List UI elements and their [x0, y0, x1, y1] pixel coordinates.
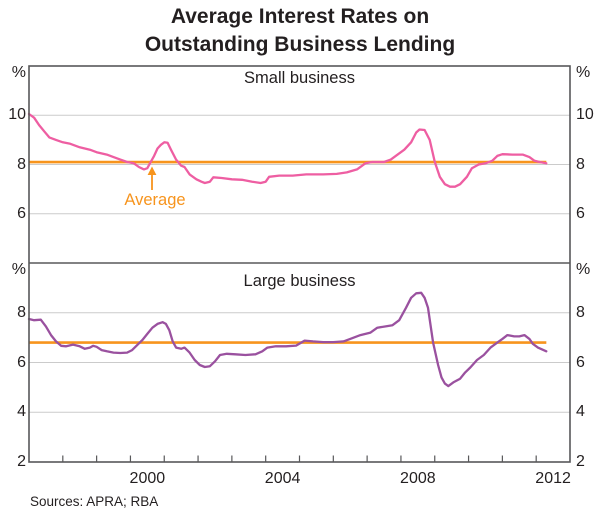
chart-title: Average Interest Rates on Outstanding Bu… [0, 3, 600, 59]
average-arrow-head [147, 166, 157, 175]
y-axis-unit-left: % [11, 64, 26, 81]
y-axis-label-left: 8 [17, 155, 26, 173]
large-business-line [27, 291, 548, 388]
y-axis-label-right: 6 [576, 204, 585, 222]
x-axis-label: 2004 [264, 470, 301, 487]
y-axis-unit-right: % [576, 261, 591, 278]
chart-title-line-2: Outstanding Business Lending [144, 33, 456, 56]
small-business-line [27, 112, 548, 188]
average-annotation-label: Average [124, 191, 186, 209]
y-axis-label-right: 8 [576, 303, 585, 321]
panel-title-small-business: Small business [244, 69, 355, 87]
y-axis-label-left: 4 [17, 403, 26, 421]
y-axis-label-left: 2 [17, 453, 26, 470]
panel-title-large-business: Large business [243, 272, 356, 290]
chart-title-line-1: Average Interest Rates on [170, 5, 430, 28]
y-axis-label-right: 6 [576, 353, 585, 371]
x-axis-label: 2008 [400, 470, 436, 487]
y-axis-label-left: 6 [17, 204, 26, 222]
y-axis-label-left: 8 [17, 303, 26, 321]
x-axis-label: 2000 [129, 470, 166, 487]
y-axis-label-right: 8 [576, 155, 585, 173]
y-axis-label-right: 4 [576, 403, 585, 421]
y-axis-label-right: 2 [576, 453, 585, 470]
y-axis-label-right: 10 [576, 106, 594, 124]
y-axis-unit-right: % [576, 64, 591, 81]
y-axis-unit-left: % [11, 261, 26, 278]
source-note: Sources: APRA; RBA [30, 494, 159, 509]
y-axis-label-left: 10 [8, 106, 26, 124]
axis-frame [28, 65, 571, 463]
x-axis-label: 2012 [535, 470, 571, 487]
y-axis-label-left: 6 [17, 353, 26, 371]
